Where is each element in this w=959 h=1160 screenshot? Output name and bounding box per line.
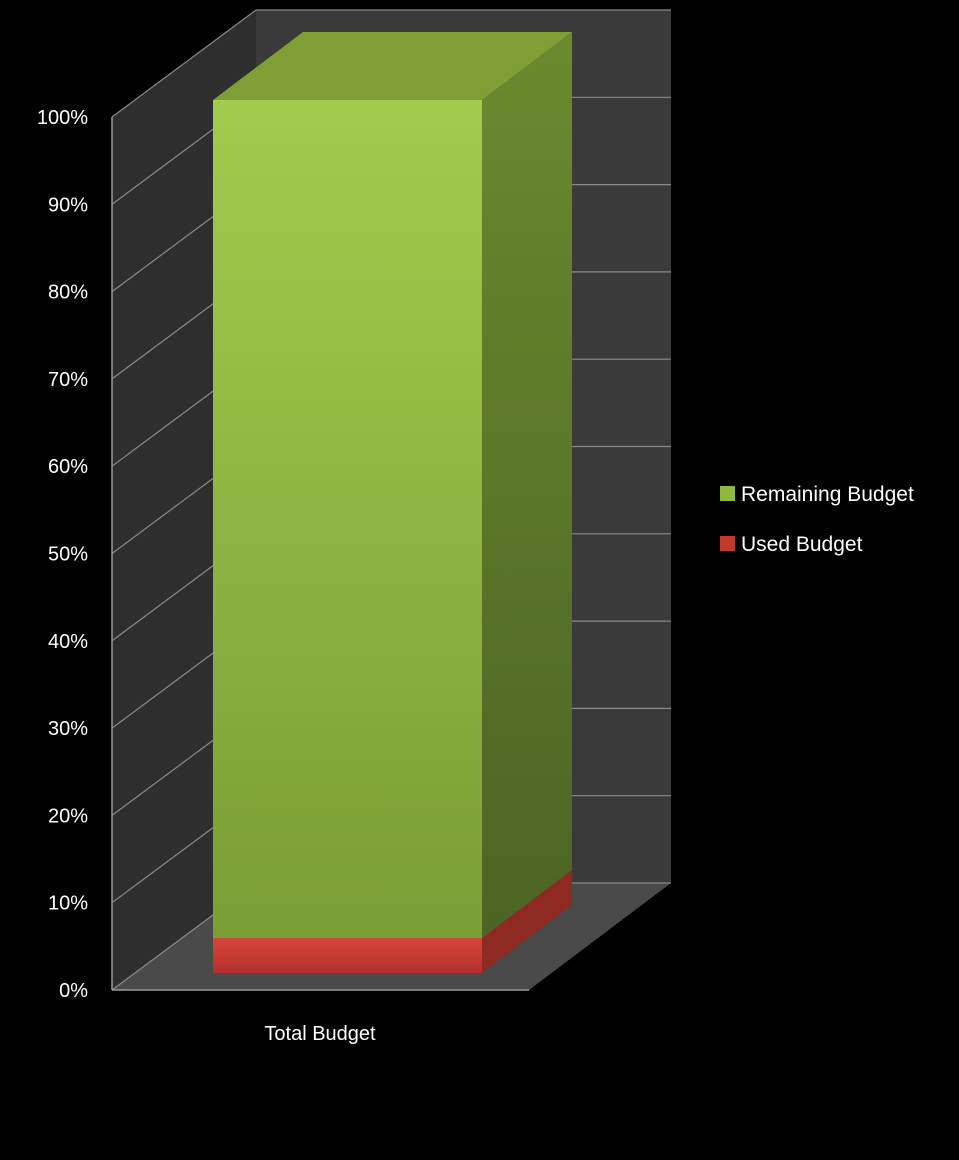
- bar-side-used-budget: [482, 870, 572, 973]
- legend-label-used: Used Budget: [741, 533, 863, 556]
- y-tick-label: 30%: [48, 718, 88, 740]
- bar-front-used-budget: [213, 938, 482, 973]
- bar-segment-used-budget: [213, 870, 572, 973]
- y-tick-label: 100%: [37, 107, 88, 129]
- legend-swatch-remaining: [720, 486, 735, 501]
- y-tick-label: 70%: [48, 369, 88, 391]
- legend-item-used: Used Budget: [720, 533, 863, 556]
- bar-top-remaining-budget: [213, 32, 572, 100]
- bar-segment-remaining-budget: [213, 32, 572, 939]
- legend-label-remaining: Remaining Budget: [741, 483, 914, 506]
- y-tick-label: 0%: [59, 980, 88, 1002]
- legend: Remaining Budget Used Budget: [720, 483, 914, 556]
- y-tick-label: 40%: [48, 631, 88, 653]
- y-tick-label: 50%: [48, 544, 88, 566]
- y-tick-label: 90%: [48, 194, 88, 216]
- category-label: Total Budget: [264, 1023, 376, 1045]
- gridline-side: [111, 9, 257, 118]
- bar-front-remaining-budget: [213, 100, 482, 939]
- y-tick-label: 80%: [48, 282, 88, 304]
- legend-item-remaining: Remaining Budget: [720, 483, 914, 506]
- y-tick-label: 10%: [48, 893, 88, 915]
- legend-swatch-used: [720, 536, 735, 551]
- y-tick-label: 60%: [48, 456, 88, 478]
- bar-side-remaining-budget: [482, 32, 572, 939]
- y-tick-label: 20%: [48, 805, 88, 827]
